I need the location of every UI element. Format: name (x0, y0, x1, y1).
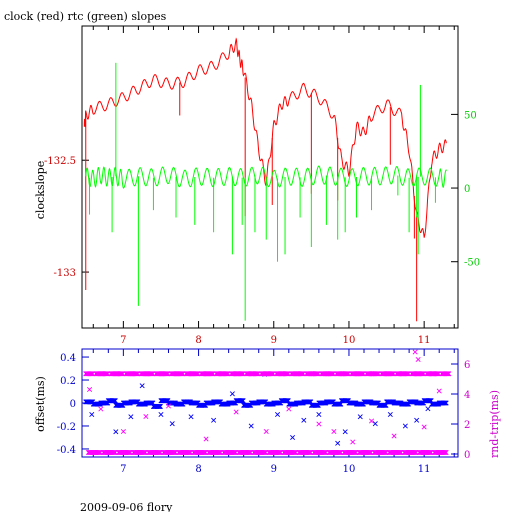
bottom-series-2-outlier (98, 406, 104, 412)
bottom-series-1-outlier (139, 383, 145, 389)
bottom-x-tick-label: 7 (120, 464, 126, 475)
bottom-series-1-point (112, 398, 118, 404)
bottom-series-2-outlier (412, 349, 418, 355)
bottom-y-tick-label-left: -0.4 (57, 445, 76, 456)
bottom-x-tick-label: 11 (418, 464, 431, 475)
bottom-series-2-outlier (263, 428, 269, 435)
bottom-x-tick-label: 9 (271, 464, 277, 475)
bottom-series-2-outlier (369, 418, 375, 424)
bottom-y-tick-label-left: 0.4 (60, 353, 76, 364)
top-x-tick-label: 10 (343, 335, 356, 346)
bottom-series-1-outlier (248, 423, 254, 429)
bottom-series-2-point (443, 449, 449, 456)
top-x-tick-label: 7 (120, 335, 126, 346)
bottom-y-tick-label-right: 6 (464, 360, 470, 371)
bottom-y-tick-label-left: -0.2 (57, 422, 76, 433)
bottom-series-1-outlier (128, 414, 134, 420)
bottom-series-1-outlier (188, 414, 194, 420)
top-y-tick-label-right: 0 (464, 184, 470, 195)
bottom-series-1-outlier (275, 411, 281, 418)
bottom-series-1-outlier (414, 417, 420, 423)
bottom-y-tick-label-right: 4 (464, 390, 470, 401)
bottom-series-1-outlier (357, 414, 363, 420)
bottom-series-1-outlier (169, 421, 175, 427)
bottom-series-2-outlier (203, 436, 209, 442)
bottom-series-1-point (157, 403, 163, 409)
top-ylabel-left: clockslope (34, 161, 47, 219)
bottom-series-2-outlier (143, 413, 149, 420)
bottom-series-1-point (443, 400, 449, 406)
bottom-series-1-outlier (301, 417, 307, 423)
bottom-y-tick-label-left: 0.2 (60, 376, 76, 387)
top-series-2-line (85, 165, 447, 189)
top-x-tick-label: 9 (271, 335, 277, 346)
bottom-series-2-outlier (421, 424, 427, 430)
bottom-series-1-outlier (113, 429, 119, 435)
bottom-y-tick-label-left: 0 (70, 399, 76, 410)
bottom-ylabel-right: rnd-trip(ms) (488, 390, 501, 458)
top-chart: clock (red) rtc (green) slopes clockslop… (4, 10, 480, 346)
bottom-series-1-outlier (372, 421, 378, 427)
top-y-tick-label-right: 50 (464, 110, 477, 121)
bottom-series-2-outlier (286, 406, 292, 412)
top-y-tick-label-left: -132.5 (44, 156, 76, 167)
top-x-tick-label: 11 (418, 335, 431, 346)
bottom-series-1-outlier (316, 411, 322, 418)
bottom-x-tick-label: 8 (195, 464, 201, 475)
bottom-x-tick-label: 10 (343, 464, 356, 475)
bottom-series-2-outlier (165, 403, 171, 409)
bottom-series-1-outlier (402, 423, 408, 429)
top-series-1-line (83, 37, 447, 238)
bottom-series-2-outlier (391, 433, 397, 439)
bottom-series-2-outlier (436, 388, 442, 394)
bottom-series-2-outlier (233, 409, 239, 415)
bottom-y-tick-label-right: 0 (464, 450, 470, 461)
bottom-series-2-outlier (120, 428, 126, 435)
bottom-series-1-outlier (335, 440, 341, 446)
top-plot-frame (81, 25, 459, 329)
bottom-series-2-outlier (415, 356, 421, 363)
bottom-series-1-outlier (290, 434, 296, 440)
bottom-series-1-outlier (158, 411, 164, 418)
bottom-ylabel-left: offset(ms) (34, 376, 47, 432)
bottom-series-2-outlier (350, 439, 356, 445)
bottom-series-1-outlier (89, 411, 95, 418)
bottom-series-1-point (240, 398, 246, 404)
bottom-y-tick-label-right: 2 (464, 420, 470, 431)
bottom-series-2-point (446, 371, 452, 377)
bottom-series-1-outlier (229, 391, 235, 397)
top-y-tick-label-left: -133 (54, 268, 76, 279)
bottom-marks: 7 8 9 10 11 0.4 0.2 0 -0.2 -0.4 6 4 2 0 (57, 349, 470, 475)
bottom-series-2-outlier (331, 428, 337, 435)
bottom-series-2-outlier (87, 386, 93, 393)
bottom-series-1-outlier (211, 417, 217, 423)
bottom-series-1-outlier (425, 406, 431, 412)
bottom-chart: offset(ms) rnd-trip(ms) 7 8 9 10 11 0.4 0.2 0 -0… (34, 348, 501, 475)
top-x-tick-label: 8 (195, 335, 201, 346)
bottom-series-1-outlier (387, 411, 393, 418)
top-marks: 7 8 9 10 11 -132.5 -133 50 0 -50 (44, 26, 480, 346)
top-chart-title: clock (red) rtc (green) slopes (4, 10, 167, 23)
bottom-series-2-outlier (316, 421, 322, 427)
footer-text: 2009-09-06 flory (80, 501, 173, 512)
bottom-series-1-outlier (342, 429, 348, 435)
top-y-tick-label-right: -50 (464, 258, 480, 269)
